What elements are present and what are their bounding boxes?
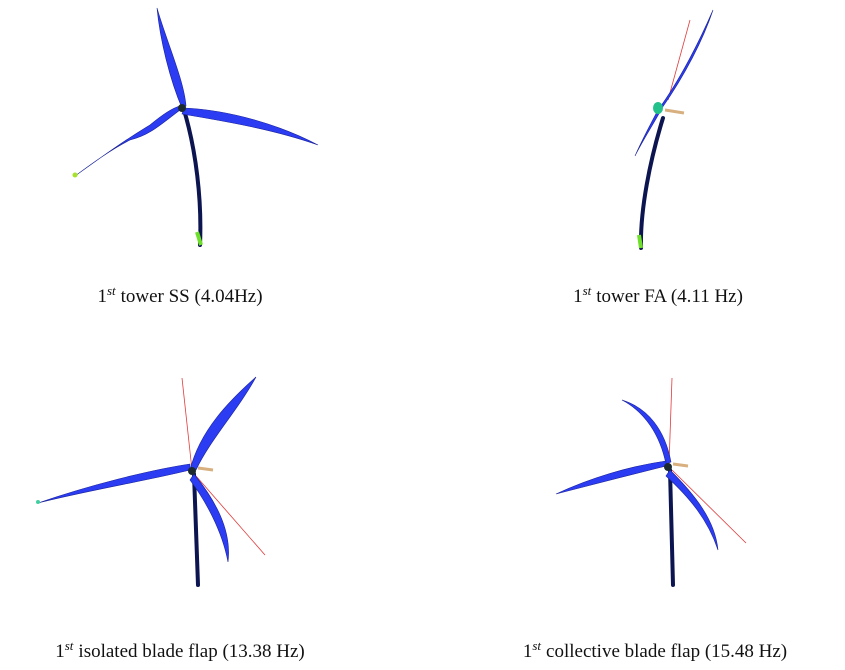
turbine-drawings [0,0,845,670]
caption: 1st collective blade flap (15.48 Hz) [523,641,787,663]
caption: 1st tower FA (4.11 Hz) [573,286,743,308]
mode-shape-1 [73,8,319,245]
figure: 1sttower SS (4.04Hz) 1sttower FA (4.11 H… [0,0,845,670]
mode-shape-2 [635,10,713,248]
mode-shape-4 [556,378,746,585]
ordinal-suffix: st [532,638,541,653]
caption-text: tower FA (4.11 Hz) [596,286,743,307]
ordinal-suffix: st [583,283,592,298]
mode-shape-3 [36,377,265,585]
caption-text: collective blade flap (15.48 Hz) [546,641,787,662]
caption: 1st tower SS (4.04Hz) [97,286,262,308]
ordinal: 1 [523,641,533,662]
ordinal: 1 [573,286,583,307]
caption: 1st isolated blade flap (13.38 Hz) [55,641,305,663]
ordinal: 1 [97,286,107,307]
ordinal-suffix: st [65,638,74,653]
ordinal-suffix: st [107,283,116,298]
caption-text: isolated blade flap (13.38 Hz) [78,641,304,662]
caption-text: tower SS (4.04Hz) [121,286,263,307]
ordinal: 1 [55,641,65,662]
